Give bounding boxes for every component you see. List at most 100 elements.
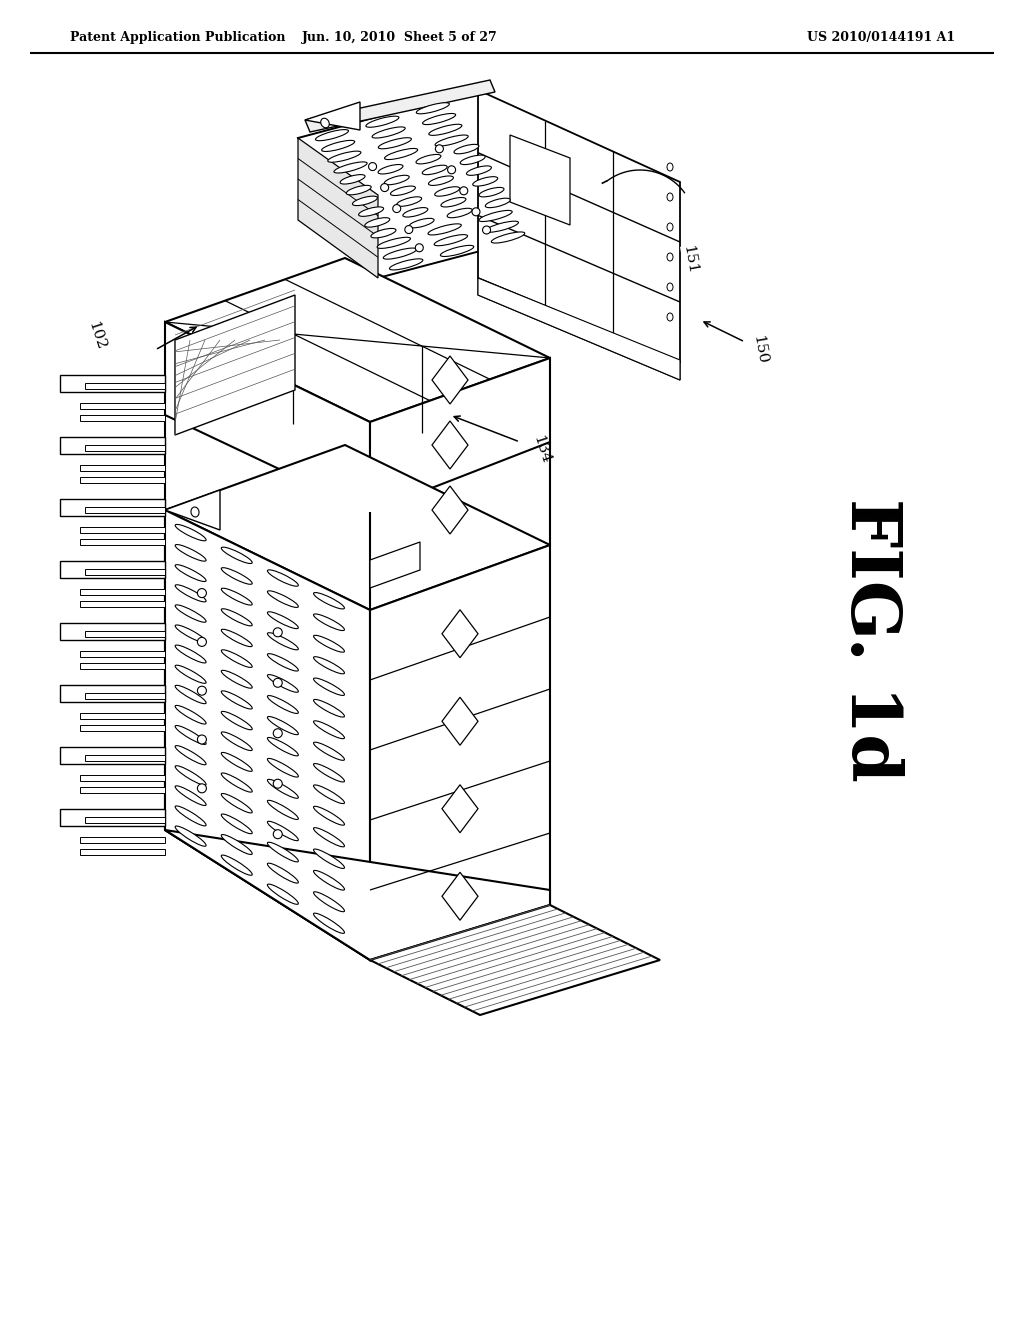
Ellipse shape bbox=[221, 671, 252, 688]
Polygon shape bbox=[60, 499, 165, 516]
Ellipse shape bbox=[479, 187, 504, 197]
Ellipse shape bbox=[435, 145, 443, 153]
Ellipse shape bbox=[378, 165, 403, 174]
Ellipse shape bbox=[221, 649, 252, 668]
Polygon shape bbox=[85, 445, 165, 451]
Polygon shape bbox=[60, 685, 165, 702]
Ellipse shape bbox=[221, 834, 252, 854]
Ellipse shape bbox=[267, 570, 298, 586]
Ellipse shape bbox=[221, 774, 252, 792]
Polygon shape bbox=[85, 755, 165, 762]
Ellipse shape bbox=[667, 162, 673, 172]
Ellipse shape bbox=[175, 624, 206, 643]
Text: US 2010/0144191 A1: US 2010/0144191 A1 bbox=[807, 30, 955, 44]
Ellipse shape bbox=[404, 226, 413, 234]
Ellipse shape bbox=[416, 244, 423, 252]
Ellipse shape bbox=[313, 678, 344, 696]
Ellipse shape bbox=[417, 103, 450, 114]
Ellipse shape bbox=[372, 127, 406, 139]
Ellipse shape bbox=[321, 119, 330, 128]
Ellipse shape bbox=[175, 766, 206, 785]
Polygon shape bbox=[478, 279, 680, 380]
Polygon shape bbox=[60, 623, 165, 640]
Polygon shape bbox=[85, 507, 165, 513]
Ellipse shape bbox=[198, 735, 207, 744]
Ellipse shape bbox=[454, 144, 479, 154]
Polygon shape bbox=[305, 81, 495, 132]
Ellipse shape bbox=[416, 154, 441, 164]
Ellipse shape bbox=[384, 148, 418, 160]
Ellipse shape bbox=[313, 614, 344, 631]
Ellipse shape bbox=[479, 210, 512, 222]
Polygon shape bbox=[442, 785, 478, 833]
Polygon shape bbox=[60, 375, 165, 392]
Polygon shape bbox=[442, 873, 478, 920]
Ellipse shape bbox=[221, 731, 252, 751]
Polygon shape bbox=[80, 837, 165, 843]
Ellipse shape bbox=[346, 185, 372, 195]
Polygon shape bbox=[80, 787, 165, 793]
Ellipse shape bbox=[369, 162, 377, 170]
Ellipse shape bbox=[322, 140, 354, 152]
Ellipse shape bbox=[221, 752, 252, 771]
Polygon shape bbox=[510, 135, 570, 224]
Ellipse shape bbox=[667, 193, 673, 201]
Ellipse shape bbox=[221, 568, 252, 585]
Polygon shape bbox=[80, 589, 165, 595]
Polygon shape bbox=[370, 545, 550, 960]
Ellipse shape bbox=[447, 166, 456, 174]
Polygon shape bbox=[80, 527, 165, 533]
Ellipse shape bbox=[313, 892, 344, 912]
Ellipse shape bbox=[175, 685, 206, 704]
Ellipse shape bbox=[175, 645, 206, 663]
Ellipse shape bbox=[313, 742, 344, 760]
Ellipse shape bbox=[482, 226, 490, 234]
Ellipse shape bbox=[366, 116, 399, 127]
Polygon shape bbox=[442, 697, 478, 746]
Ellipse shape bbox=[390, 186, 416, 195]
Ellipse shape bbox=[175, 746, 206, 764]
Ellipse shape bbox=[175, 726, 206, 744]
Polygon shape bbox=[85, 383, 165, 389]
Ellipse shape bbox=[340, 174, 365, 183]
Ellipse shape bbox=[221, 690, 252, 709]
Polygon shape bbox=[80, 775, 165, 781]
Ellipse shape bbox=[221, 630, 252, 647]
Polygon shape bbox=[298, 139, 378, 279]
Ellipse shape bbox=[267, 632, 298, 649]
Ellipse shape bbox=[175, 826, 206, 846]
Ellipse shape bbox=[315, 129, 348, 141]
Ellipse shape bbox=[667, 313, 673, 321]
Ellipse shape bbox=[273, 729, 283, 738]
Ellipse shape bbox=[313, 593, 344, 609]
Ellipse shape bbox=[352, 197, 378, 206]
Ellipse shape bbox=[428, 224, 462, 235]
Ellipse shape bbox=[667, 223, 673, 231]
Text: 151: 151 bbox=[680, 244, 698, 276]
Ellipse shape bbox=[267, 675, 298, 692]
Ellipse shape bbox=[313, 913, 344, 933]
Polygon shape bbox=[298, 90, 560, 279]
Polygon shape bbox=[175, 294, 295, 436]
Text: Patent Application Publication: Patent Application Publication bbox=[70, 30, 286, 44]
Ellipse shape bbox=[371, 228, 396, 238]
Ellipse shape bbox=[267, 591, 298, 607]
Ellipse shape bbox=[473, 177, 498, 186]
Text: 102: 102 bbox=[86, 319, 108, 352]
Polygon shape bbox=[165, 510, 370, 960]
Polygon shape bbox=[165, 322, 370, 512]
Ellipse shape bbox=[429, 124, 462, 136]
Ellipse shape bbox=[384, 176, 410, 185]
Polygon shape bbox=[432, 421, 468, 469]
Ellipse shape bbox=[428, 176, 454, 185]
Text: 150: 150 bbox=[750, 334, 769, 366]
Ellipse shape bbox=[389, 259, 423, 269]
Polygon shape bbox=[80, 725, 165, 731]
Ellipse shape bbox=[273, 628, 283, 636]
Ellipse shape bbox=[221, 546, 252, 564]
Ellipse shape bbox=[485, 198, 510, 207]
Polygon shape bbox=[165, 510, 370, 960]
Polygon shape bbox=[370, 358, 550, 512]
Polygon shape bbox=[478, 90, 680, 362]
Ellipse shape bbox=[313, 635, 344, 652]
